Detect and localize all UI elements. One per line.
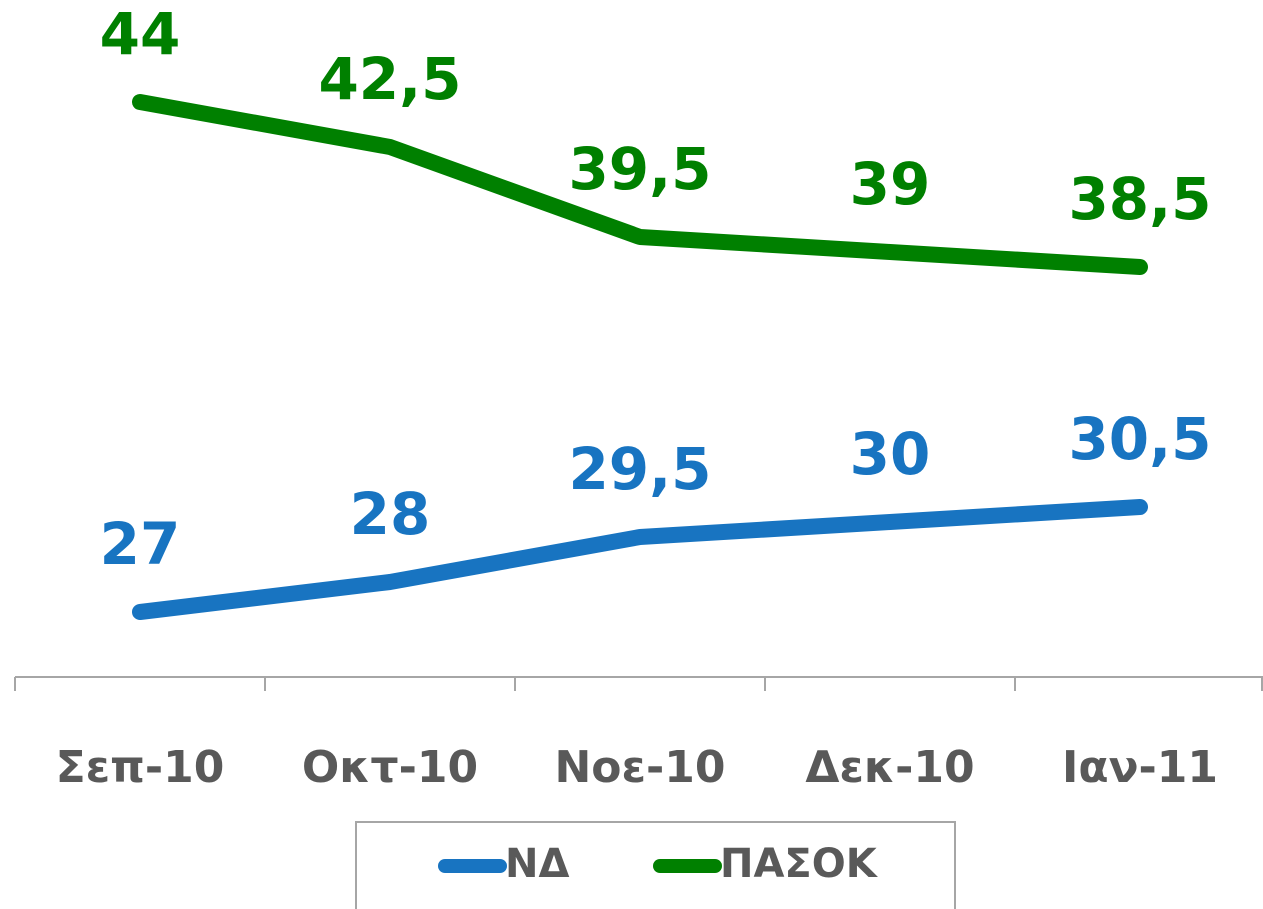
data-label: 39 xyxy=(850,150,931,218)
x-tick-label: Οκτ-10 xyxy=(302,742,478,793)
data-label: 38,5 xyxy=(1068,165,1211,233)
legend-box xyxy=(355,821,956,909)
x-tick-label: Ιαν-11 xyxy=(1062,742,1218,793)
data-label: 30,5 xyxy=(1068,405,1211,473)
data-label: 39,5 xyxy=(568,135,711,203)
x-tick-label: Νοε-10 xyxy=(554,742,725,793)
data-label: 28 xyxy=(350,480,431,548)
data-label: 27 xyxy=(100,510,181,578)
legend-label: ΝΔ xyxy=(505,841,569,887)
data-label: 29,5 xyxy=(568,435,711,503)
data-label: 44 xyxy=(100,0,181,68)
x-tick-label: Σεπ-10 xyxy=(56,742,225,793)
x-tick-label: Δεκ-10 xyxy=(805,742,974,793)
series-line xyxy=(132,499,1148,620)
legend-label: ΠΑΣΟΚ xyxy=(720,841,879,887)
data-label: 42,5 xyxy=(318,45,461,113)
data-label: 30 xyxy=(850,420,931,488)
series-line xyxy=(132,94,1148,275)
